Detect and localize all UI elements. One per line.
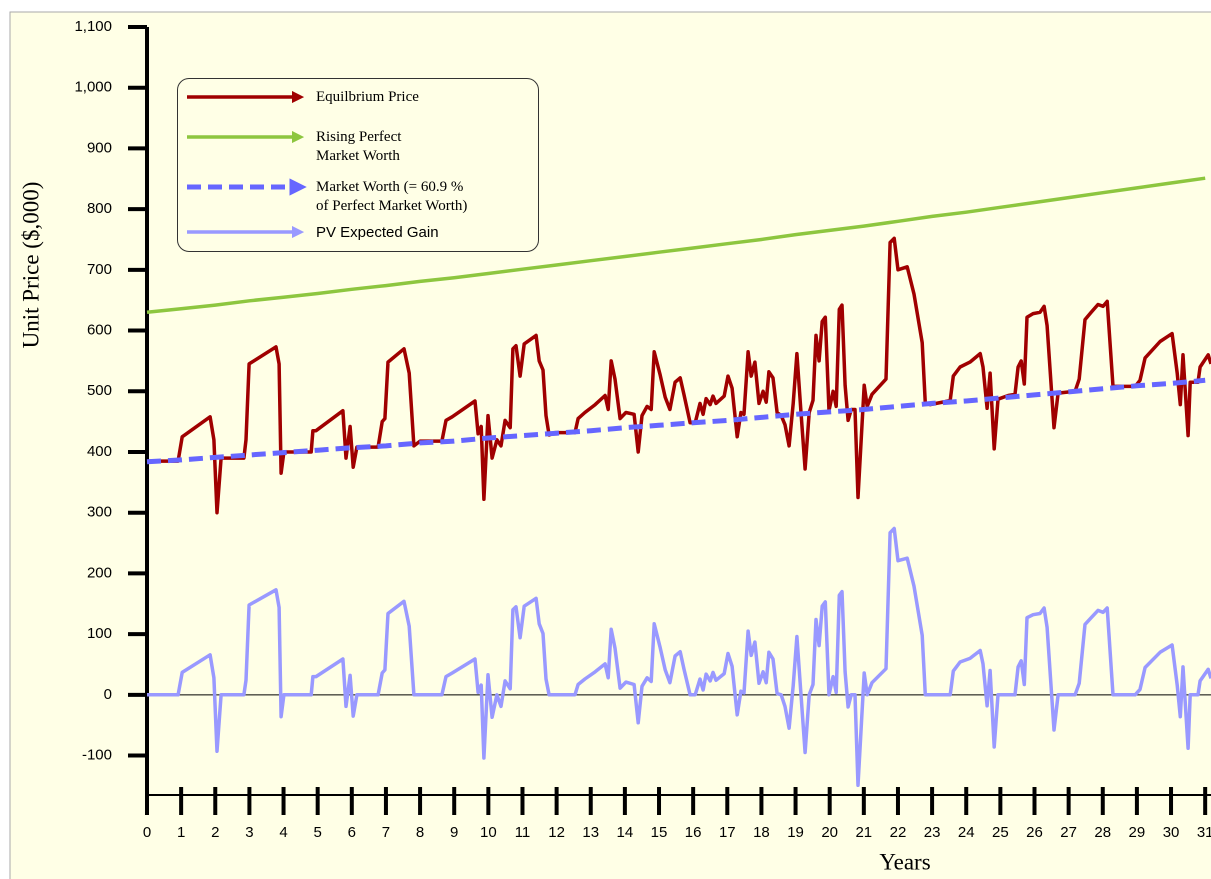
y-axis-title: Unit Price ($,000) — [18, 182, 43, 349]
x-tick-label: 8 — [416, 824, 424, 841]
y-tick-label: 1,000 — [74, 79, 112, 96]
x-tick-label: 28 — [1094, 824, 1111, 841]
y-tick-label: 900 — [87, 139, 112, 156]
y-tick-label: 800 — [87, 200, 112, 217]
x-tick-label: 27 — [1060, 824, 1077, 841]
x-tick-label: 10 — [480, 824, 497, 841]
y-tick-label: 1,100 — [74, 18, 112, 35]
x-tick-label: 6 — [348, 824, 356, 841]
series-line — [147, 526, 1211, 788]
x-tick-label: 19 — [787, 824, 804, 841]
y-tick-label: 600 — [87, 322, 112, 339]
y-tick-label: 500 — [87, 382, 112, 399]
y-tick-label: -100 — [82, 747, 112, 764]
legend: Equilbrium Price Rising Perfect Market Wo… — [177, 78, 539, 252]
x-tick-label: 30 — [1163, 824, 1180, 841]
x-tick-label: 24 — [958, 824, 975, 841]
x-tick-label: 31 — [1197, 824, 1211, 841]
x-tick-label: 21 — [855, 824, 872, 841]
plot-background — [9, 11, 1211, 879]
y-tick-label: 300 — [87, 504, 112, 521]
x-tick-label: 29 — [1129, 824, 1146, 841]
x-tick-label: 25 — [992, 824, 1009, 841]
legend-label: Market Worth (= 60.9 % of Perfect Market… — [316, 179, 468, 214]
y-tick-label: 700 — [87, 261, 112, 278]
x-tick-label: 22 — [890, 824, 907, 841]
x-tick-label: 23 — [924, 824, 941, 841]
x-tick-label: 17 — [719, 824, 736, 841]
series-line — [146, 176, 1206, 315]
x-tick-label: 12 — [548, 824, 565, 841]
x-tick-label: 16 — [685, 824, 702, 841]
x-tick-label: 4 — [279, 824, 287, 841]
x-tick-label: 7 — [382, 824, 390, 841]
legend-label: PV Expected Gain — [316, 224, 439, 241]
x-tick-label: 15 — [651, 824, 668, 841]
x-tick-label: 9 — [450, 824, 458, 841]
x-tick-label: 1 — [177, 824, 185, 841]
x-tick-label: 20 — [821, 824, 838, 841]
x-tick-label: 18 — [753, 824, 770, 841]
y-tick-label: 0 — [104, 686, 112, 703]
y-tick-label: 100 — [87, 625, 112, 642]
x-tick-label: 11 — [515, 824, 531, 841]
legend-label: Equilbrium Price — [316, 89, 419, 105]
y-tick-label: 200 — [87, 564, 112, 581]
legend-label: Rising Perfect Market Worth — [316, 129, 402, 164]
x-tick-label: 13 — [582, 824, 599, 841]
x-tick-label: 3 — [245, 824, 253, 841]
x-tick-label: 14 — [617, 824, 634, 841]
x-tick-label: 2 — [211, 824, 219, 841]
x-axis-title: Years — [879, 849, 930, 874]
x-tick-label: 0 — [143, 824, 151, 841]
legend-swatches — [187, 90, 307, 239]
y-tick-label: 400 — [87, 443, 112, 460]
x-tick-label: 5 — [314, 824, 322, 841]
x-tick-label: 26 — [1026, 824, 1043, 841]
series-line — [146, 377, 1206, 465]
